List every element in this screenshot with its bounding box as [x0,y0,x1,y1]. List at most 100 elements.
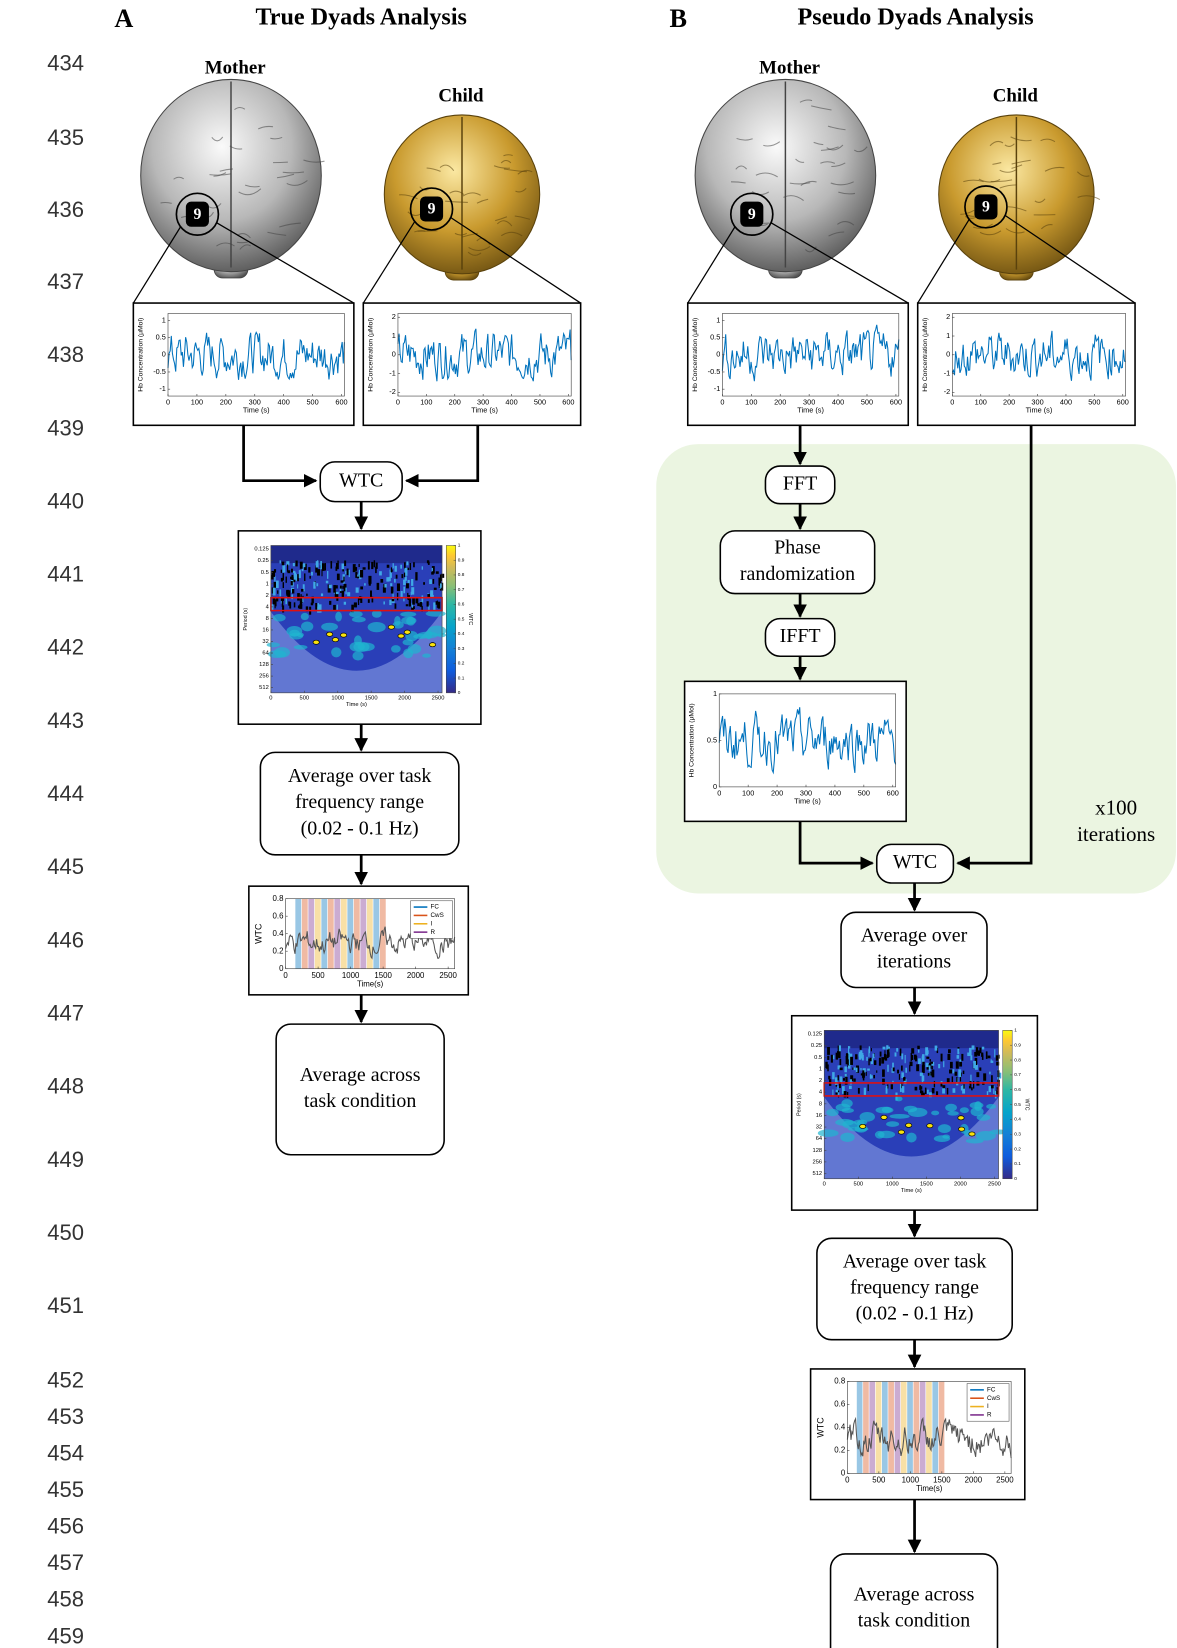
wavelet-speck [367,599,370,603]
wavelet-speck [440,583,442,588]
wavelet-speck [437,601,441,609]
x-tick-label: 500 [858,788,870,797]
wavelet-peak [397,633,405,639]
wavelet-speck [335,591,339,595]
wavelet-speck [924,1087,927,1095]
wavelet-blob [959,1107,969,1114]
wavelet-speck [849,1046,851,1049]
wavelet-speck [330,561,333,569]
box-text: (0.02 - 0.1 Hz) [856,1303,974,1325]
brain-gyrus [211,136,224,142]
x-axis-label: Time(s) [357,979,384,988]
x-tick-label: 200 [774,398,786,407]
legend-label: I [430,920,432,927]
wavelet-speck [302,584,305,592]
line-number: 446 [47,927,84,952]
wavelet-speck [981,1055,984,1060]
wavelet-speck [949,1061,953,1069]
brain-gyrus [257,125,274,130]
wavelet-speck [957,1048,960,1055]
line-number: 455 [47,1477,84,1502]
brain-gyrus [1034,198,1046,203]
wavelet-speck [998,1054,1000,1059]
wavelet-speck [272,598,276,605]
y-tick-label: 0 [162,350,166,359]
wavelet-cone [270,611,443,693]
y-tick-label: 2 [392,312,396,321]
wavelet-speck [421,566,423,570]
wavelet-blob [403,648,414,659]
wavelet-speck [360,569,364,578]
wavelet-speck [869,1057,872,1062]
brain-gyrus [1040,138,1056,143]
wavelet-speck [955,1061,959,1069]
box-text: frequency range [850,1277,979,1299]
x-tick-label: 300 [800,788,812,797]
wavelet-speck [295,560,298,567]
wavelet-blob [266,642,280,648]
wavelet-speck [342,581,345,584]
wavelet-blob [349,610,363,618]
x-tick-label: 2500 [432,696,445,702]
brain-gyrus [239,244,251,250]
brain-gyrus [495,216,508,222]
wavelet-speck [286,590,288,594]
brain-gyrus [216,242,235,247]
wavelet-speck [388,576,391,582]
channel-marker [419,196,444,222]
wavelet-speck [936,1048,939,1054]
wavelet-speck [281,561,285,566]
brain-gyrus [811,105,832,111]
wavelet-speck [287,570,291,574]
y-tick-label: 32 [816,1125,822,1131]
condition-band [856,1381,863,1474]
wavelet-speck [438,577,442,586]
legend-label: FC [430,904,439,911]
wavelet-speck [868,1058,870,1066]
wavelet-speck [411,587,415,595]
colorbar-tick-label: 0 [458,690,461,695]
process-box [259,751,460,856]
wavelet-speck [975,1047,979,1056]
wavelet-speck [904,1078,907,1085]
y-tick-label: 0.5 [814,1055,822,1061]
condition-band [360,898,367,969]
wavelet-blob [354,635,362,646]
wavelet-speck [921,1092,925,1096]
box-text: Average over task [288,765,432,787]
wavelet-speck [860,1068,862,1071]
wavelet-speck [901,1072,904,1079]
wavelet-speck [933,1081,936,1088]
wavelet-speck [282,565,286,573]
condition-band [366,898,373,969]
wavelet-speck [327,584,331,593]
brain-gyrus [517,169,533,175]
wavelet-blob [840,1132,855,1142]
wavelet-speck [272,572,275,577]
wavelet-speck [883,1053,887,1060]
wavelet-speck [942,1085,946,1090]
wavelet-speck [919,1072,923,1077]
wavelet-speck [297,605,301,609]
condition-band [373,898,380,969]
wavelet-speck [916,1064,920,1072]
colorbar-tick-label: 1 [1014,1028,1017,1033]
wavelet-speck [406,583,409,589]
wavelet-speck [415,572,418,581]
colorbar-tick-label: 0.6 [1014,1087,1021,1092]
brain-gyrus [963,179,984,183]
brain-gyrus [496,220,513,227]
arrow [956,425,1033,870]
wavelet-speck [847,1091,849,1098]
wavelet-blob [886,1121,900,1127]
wavelet-speck [930,1071,932,1076]
wavelet-speck [341,590,345,599]
wavelet-speck [358,563,360,568]
wavelet-speck [921,1074,924,1084]
wavelet-speck [887,1064,889,1072]
brain-gyrus [238,188,262,196]
brain-gyrus [783,195,804,201]
y-axis-label: Hb Concentration (μMol) [689,703,696,777]
wavelet-speck [333,585,336,593]
x-axis-label: Time (s) [471,406,498,415]
